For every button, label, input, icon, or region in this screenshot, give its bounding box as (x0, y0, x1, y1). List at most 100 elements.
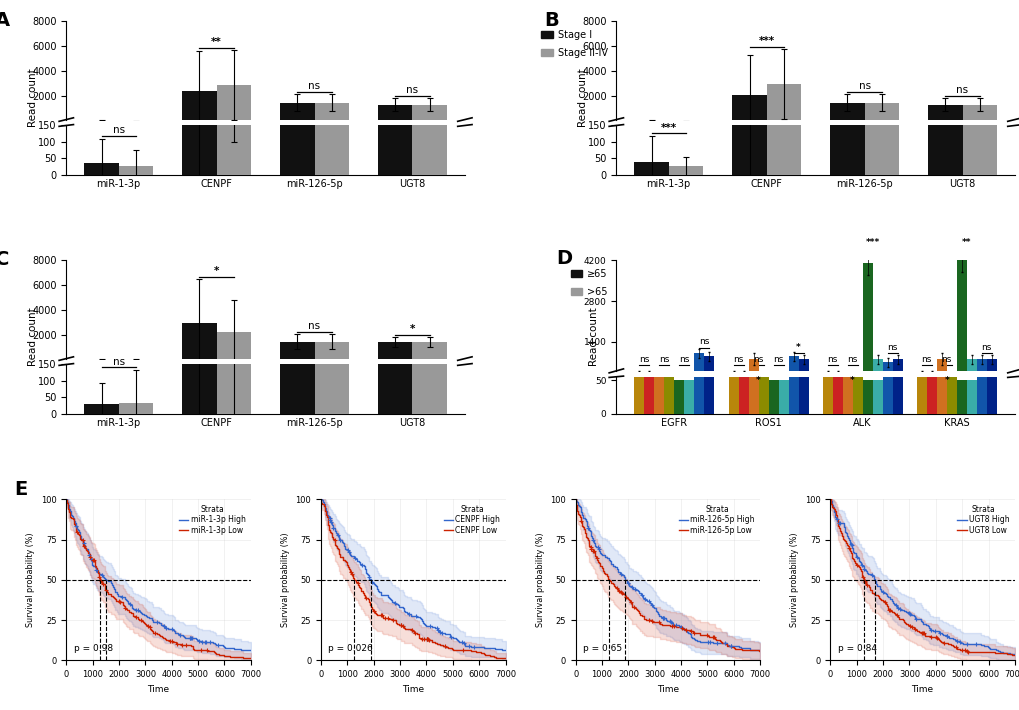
Legend: ≥65, >65: ≥65, >65 (567, 265, 610, 301)
Bar (935, 359, 946, 383)
Bar (788, 356, 798, 383)
Legend: Stage I, Stage II-IV: Stage I, Stage II-IV (537, 26, 610, 62)
Text: *: * (796, 343, 800, 352)
Bar (777, 380, 788, 414)
Bar (946, 377, 956, 383)
Bar (412, 104, 446, 121)
Bar (378, 0, 412, 175)
Bar (668, 166, 702, 175)
Bar (916, 179, 926, 414)
Bar (892, 0, 902, 414)
Text: ns: ns (308, 322, 320, 332)
Text: **: ** (961, 239, 970, 247)
Bar (962, 0, 996, 175)
Text: Read count: Read count (28, 69, 38, 127)
Bar (832, 179, 842, 414)
Text: Read count: Read count (577, 69, 587, 127)
Text: ns: ns (753, 354, 763, 364)
Text: *: * (944, 376, 949, 385)
Text: ***: *** (865, 239, 879, 247)
Bar (881, 362, 892, 383)
Text: p = 0.026: p = 0.026 (328, 644, 373, 652)
Bar (966, 359, 976, 383)
Bar (852, 280, 862, 414)
Bar (852, 377, 862, 383)
Bar (654, 377, 663, 383)
Bar (732, 0, 766, 175)
Bar (766, 84, 800, 121)
Bar (378, 342, 412, 361)
Text: Read count: Read count (28, 307, 38, 366)
Bar (280, 0, 314, 175)
Bar (663, 377, 674, 383)
Bar (842, 377, 852, 383)
Bar (927, 104, 962, 121)
Bar (674, 380, 684, 414)
Bar (862, 380, 872, 414)
Bar (182, 92, 216, 121)
Bar (694, 354, 704, 383)
Text: ns: ns (112, 357, 124, 367)
Bar (927, 0, 962, 175)
Bar (118, 403, 153, 414)
Bar (926, 179, 935, 414)
Bar (962, 104, 996, 121)
Bar (758, 280, 767, 414)
Bar (634, 162, 668, 175)
Bar (728, 179, 738, 414)
Bar (864, 103, 898, 121)
Bar (822, 179, 832, 414)
Bar (280, 103, 314, 121)
Bar (748, 359, 758, 383)
Bar (864, 0, 898, 175)
Bar (767, 380, 777, 414)
Bar (881, 0, 892, 414)
Bar (832, 372, 842, 383)
Legend: miR-126-5p High, miR-126-5p Low: miR-126-5p High, miR-126-5p Low (677, 503, 756, 536)
Text: ns: ns (847, 354, 857, 364)
Text: Read count: Read count (588, 307, 598, 366)
Bar (182, 0, 216, 414)
Bar (872, 380, 881, 414)
Bar (946, 280, 956, 414)
Text: **: ** (211, 37, 222, 47)
Bar (216, 85, 251, 121)
Bar (738, 372, 748, 383)
Bar (684, 381, 694, 383)
Bar (314, 342, 348, 361)
Text: *: * (214, 266, 219, 276)
X-axis label: Time: Time (656, 684, 679, 694)
Bar (216, 332, 251, 361)
Bar (314, 0, 348, 414)
Text: ns: ns (772, 354, 783, 364)
Text: *: * (755, 376, 760, 385)
Bar (634, 179, 644, 414)
Bar (976, 0, 985, 414)
Bar (654, 280, 663, 414)
Bar (704, 0, 713, 414)
Bar (182, 0, 216, 175)
Text: ns: ns (826, 354, 837, 364)
Bar (280, 342, 314, 361)
Y-axis label: Survival probability (%): Survival probability (%) (280, 532, 289, 627)
Bar (788, 0, 798, 414)
Bar (916, 372, 926, 383)
Text: ns: ns (308, 81, 320, 91)
Text: ns: ns (639, 354, 649, 364)
Bar (663, 280, 674, 414)
Bar (862, 263, 872, 383)
Bar (758, 377, 767, 383)
Bar (985, 359, 996, 383)
Bar (378, 0, 412, 414)
Text: ns: ns (679, 354, 689, 364)
Text: ns: ns (887, 343, 897, 352)
Bar (829, 103, 864, 121)
Bar (985, 0, 996, 414)
Bar (674, 381, 684, 383)
Text: p = 0.84: p = 0.84 (837, 644, 876, 652)
Bar (694, 0, 704, 414)
Bar (412, 0, 446, 175)
Text: ***: *** (660, 123, 677, 133)
Bar (85, 405, 118, 414)
Bar (892, 359, 902, 383)
